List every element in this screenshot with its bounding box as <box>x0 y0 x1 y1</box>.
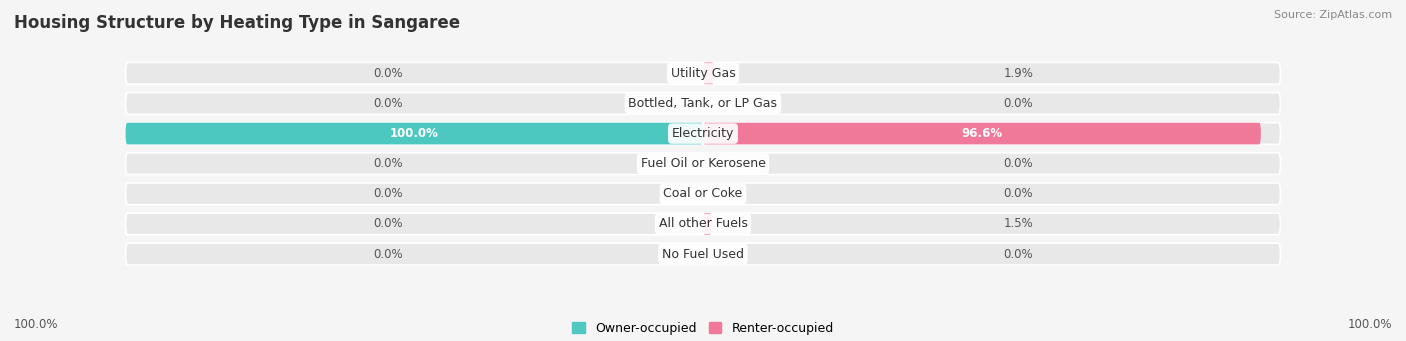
Text: All other Fuels: All other Fuels <box>658 218 748 231</box>
Text: 0.0%: 0.0% <box>373 157 402 170</box>
FancyBboxPatch shape <box>125 93 1281 114</box>
Text: 0.0%: 0.0% <box>1004 187 1033 200</box>
Text: Fuel Oil or Kerosene: Fuel Oil or Kerosene <box>641 157 765 170</box>
Text: 0.0%: 0.0% <box>373 248 402 261</box>
Legend: Owner-occupied, Renter-occupied: Owner-occupied, Renter-occupied <box>572 322 834 335</box>
Text: Electricity: Electricity <box>672 127 734 140</box>
Text: 0.0%: 0.0% <box>1004 157 1033 170</box>
Text: 100.0%: 100.0% <box>1347 318 1392 331</box>
FancyBboxPatch shape <box>125 123 1281 144</box>
FancyBboxPatch shape <box>125 153 1281 175</box>
FancyBboxPatch shape <box>125 213 1281 235</box>
FancyBboxPatch shape <box>703 62 714 84</box>
Text: 1.5%: 1.5% <box>1004 218 1033 231</box>
Text: 0.0%: 0.0% <box>373 97 402 110</box>
Text: Bottled, Tank, or LP Gas: Bottled, Tank, or LP Gas <box>628 97 778 110</box>
FancyBboxPatch shape <box>125 243 1281 265</box>
Text: Coal or Coke: Coal or Coke <box>664 187 742 200</box>
Text: 0.0%: 0.0% <box>373 218 402 231</box>
Text: 100.0%: 100.0% <box>389 127 439 140</box>
Text: 0.0%: 0.0% <box>1004 97 1033 110</box>
FancyBboxPatch shape <box>703 123 1261 144</box>
FancyBboxPatch shape <box>703 213 711 235</box>
Text: Source: ZipAtlas.com: Source: ZipAtlas.com <box>1274 10 1392 20</box>
Text: 0.0%: 0.0% <box>373 187 402 200</box>
Text: 0.0%: 0.0% <box>1004 248 1033 261</box>
FancyBboxPatch shape <box>125 62 1281 84</box>
Text: Utility Gas: Utility Gas <box>671 67 735 80</box>
FancyBboxPatch shape <box>125 123 703 144</box>
Text: Housing Structure by Heating Type in Sangaree: Housing Structure by Heating Type in San… <box>14 14 460 32</box>
Text: 1.9%: 1.9% <box>1004 67 1033 80</box>
Text: No Fuel Used: No Fuel Used <box>662 248 744 261</box>
Text: 96.6%: 96.6% <box>962 127 1002 140</box>
Text: 0.0%: 0.0% <box>373 67 402 80</box>
Text: 100.0%: 100.0% <box>14 318 59 331</box>
FancyBboxPatch shape <box>125 183 1281 205</box>
